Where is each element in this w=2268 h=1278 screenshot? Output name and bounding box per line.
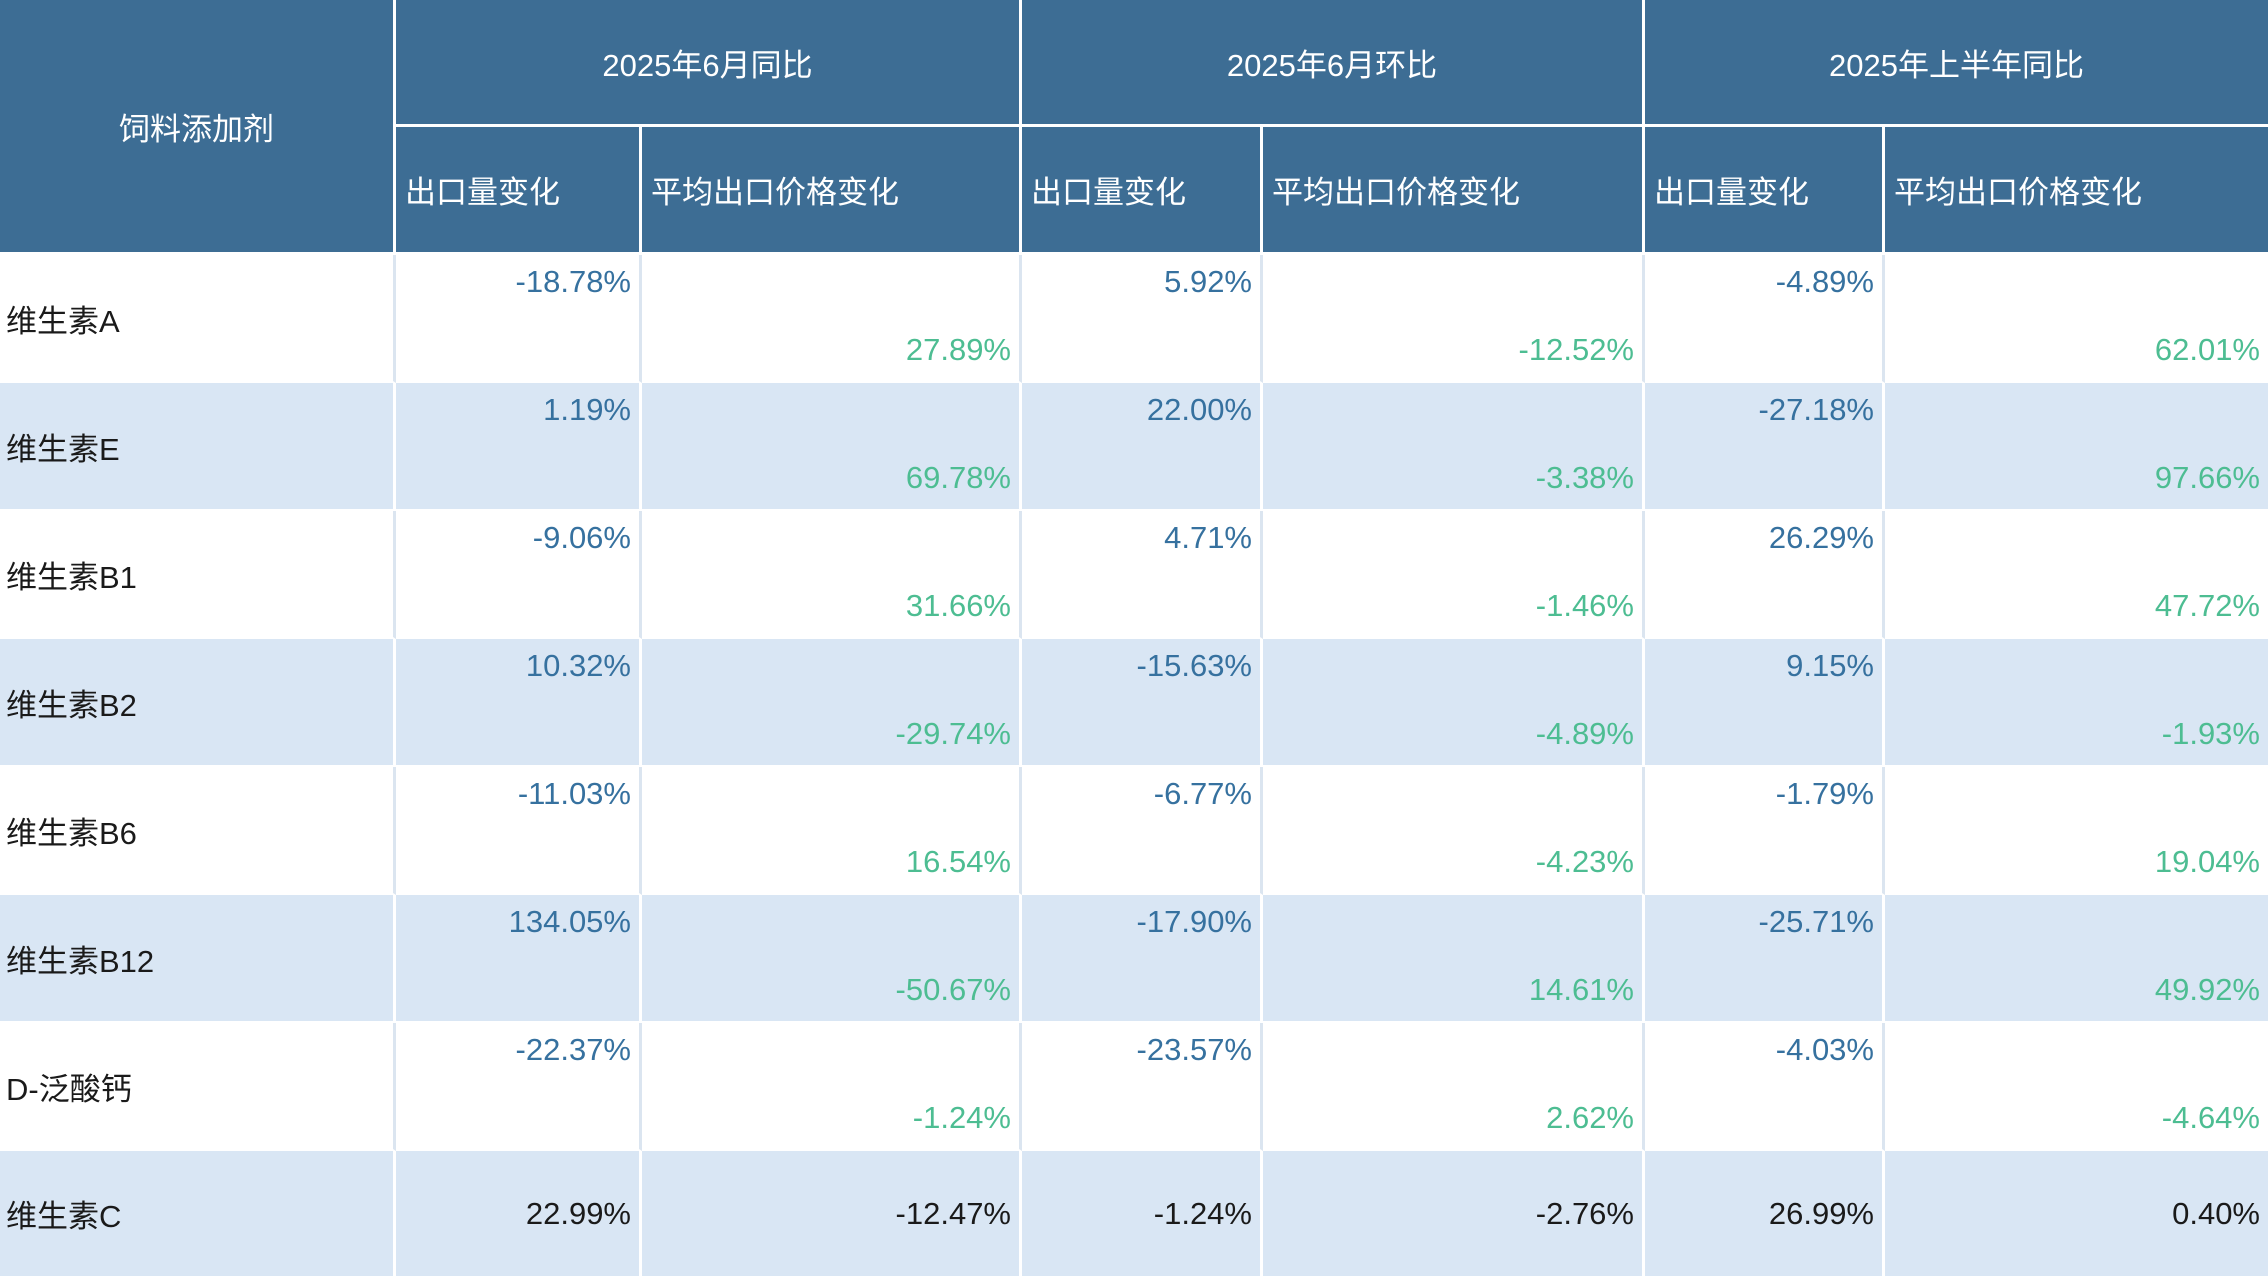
price-cell: 0.40% (1885, 1151, 2268, 1278)
volume-cell: -22.37% (396, 1023, 642, 1151)
price-cell: 49.92% (1885, 895, 2268, 1023)
volume-cell: 9.15% (1645, 639, 1885, 767)
price-cell: -12.47% (642, 1151, 1022, 1278)
group-header-june-mom: 2025年6月环比 (1022, 0, 1645, 127)
subheader-volume-change-1: 出口量变化 (396, 127, 642, 255)
row-label: 维生素E (0, 383, 396, 511)
volume-cell: 22.00% (1022, 383, 1263, 511)
row-label: 维生素B12 (0, 895, 396, 1023)
price-cell: 16.54% (642, 767, 1022, 895)
row-label: 维生素A (0, 255, 396, 383)
volume-cell: -4.89% (1645, 255, 1885, 383)
price-cell: 97.66% (1885, 383, 2268, 511)
row-label: 维生素B2 (0, 639, 396, 767)
price-cell: 69.78% (642, 383, 1022, 511)
volume-cell: 134.05% (396, 895, 642, 1023)
row-label: 维生素B1 (0, 511, 396, 639)
volume-cell: 1.19% (396, 383, 642, 511)
price-cell: -1.24% (642, 1023, 1022, 1151)
volume-cell: -1.24% (1022, 1151, 1263, 1278)
volume-cell: -15.63% (1022, 639, 1263, 767)
volume-cell: 4.71% (1022, 511, 1263, 639)
volume-cell: -4.03% (1645, 1023, 1885, 1151)
row-label: 维生素C (0, 1151, 396, 1278)
price-cell: -4.64% (1885, 1023, 2268, 1151)
volume-cell: -1.79% (1645, 767, 1885, 895)
volume-cell: -11.03% (396, 767, 642, 895)
subheader-price-change-3: 平均出口价格变化 (1885, 127, 2268, 255)
price-cell: -4.89% (1263, 639, 1645, 767)
price-cell: 14.61% (1263, 895, 1645, 1023)
group-header-june-yoy: 2025年6月同比 (396, 0, 1022, 127)
price-cell: -1.46% (1263, 511, 1645, 639)
volume-cell: -17.90% (1022, 895, 1263, 1023)
volume-cell: -18.78% (396, 255, 642, 383)
price-cell: -4.23% (1263, 767, 1645, 895)
subheader-volume-change-3: 出口量变化 (1645, 127, 1885, 255)
volume-cell: -23.57% (1022, 1023, 1263, 1151)
group-header-h1-yoy: 2025年上半年同比 (1645, 0, 2268, 127)
price-cell: 27.89% (642, 255, 1022, 383)
volume-cell: 26.99% (1645, 1151, 1885, 1278)
subheader-price-change-1: 平均出口价格变化 (642, 127, 1022, 255)
price-cell: 47.72% (1885, 511, 2268, 639)
volume-cell: 5.92% (1022, 255, 1263, 383)
volume-cell: -6.77% (1022, 767, 1263, 895)
price-cell: -12.52% (1263, 255, 1645, 383)
volume-cell: -25.71% (1645, 895, 1885, 1023)
price-cell: 62.01% (1885, 255, 2268, 383)
price-cell: -29.74% (642, 639, 1022, 767)
subheader-price-change-2: 平均出口价格变化 (1263, 127, 1645, 255)
price-cell: -3.38% (1263, 383, 1645, 511)
price-cell: 19.04% (1885, 767, 2268, 895)
volume-cell: -27.18% (1645, 383, 1885, 511)
volume-cell: 26.29% (1645, 511, 1885, 639)
price-cell: 2.62% (1263, 1023, 1645, 1151)
volume-cell: 22.99% (396, 1151, 642, 1278)
subheader-volume-change-2: 出口量变化 (1022, 127, 1263, 255)
row-label: D-泛酸钙 (0, 1023, 396, 1151)
price-cell: -50.67% (642, 895, 1022, 1023)
price-cell: -2.76% (1263, 1151, 1645, 1278)
volume-cell: -9.06% (396, 511, 642, 639)
price-cell: 31.66% (642, 511, 1022, 639)
corner-header-feed-additive: 饲料添加剂 (0, 0, 396, 255)
volume-cell: 10.32% (396, 639, 642, 767)
price-cell: -1.93% (1885, 639, 2268, 767)
row-label: 维生素B6 (0, 767, 396, 895)
